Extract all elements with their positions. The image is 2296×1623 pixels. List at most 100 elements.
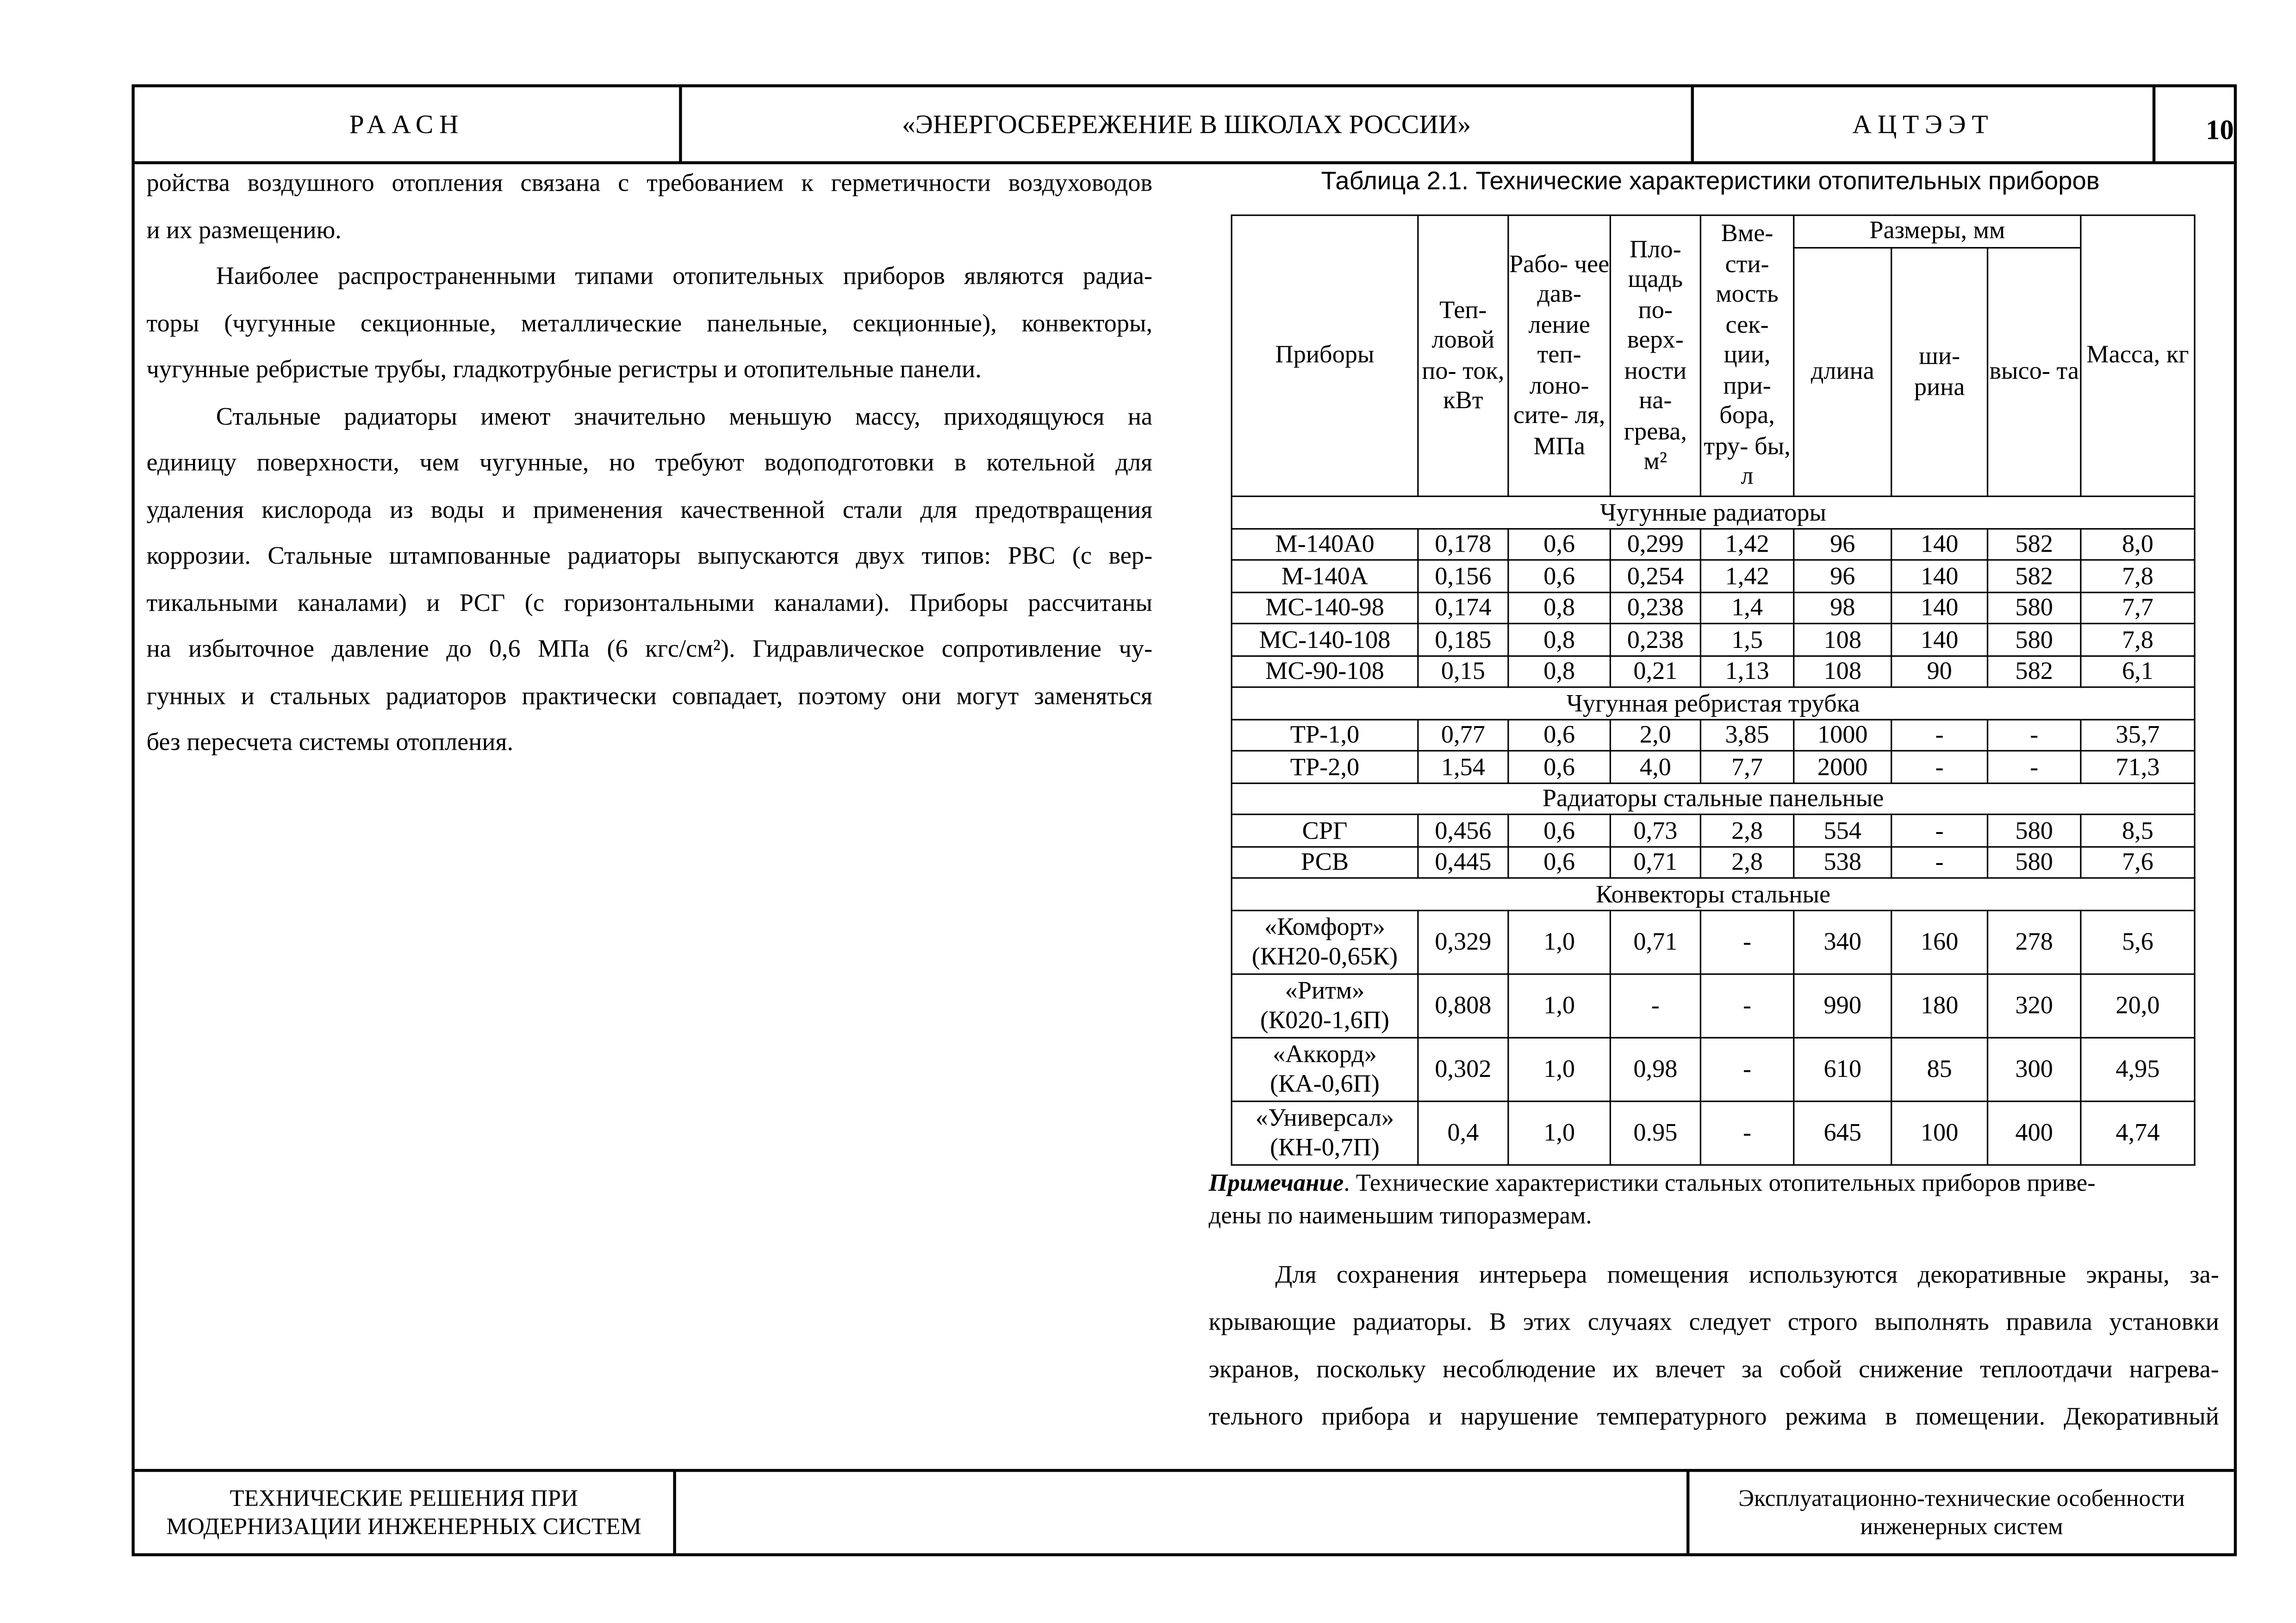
value-cell: 1,0 bbox=[1507, 972, 1611, 1038]
value-cell: 554 bbox=[1793, 814, 1892, 847]
col-header-pressure: Рабо- чее дав- ление теп- лоно- сите- ля… bbox=[1507, 214, 1611, 497]
value-cell: - bbox=[1891, 718, 1989, 752]
device-name-cell: ТР-1,0 bbox=[1231, 718, 1419, 752]
note-line-2: дены по наименьшим типоразмерам. bbox=[1208, 1201, 1592, 1230]
value-cell: - bbox=[1699, 1036, 1795, 1101]
value-cell: 96 bbox=[1793, 559, 1892, 593]
value-cell: 0.95 bbox=[1609, 1100, 1701, 1165]
value-cell: 278 bbox=[1986, 909, 2082, 974]
value-cell: 0,456 bbox=[1417, 814, 1509, 847]
value-cell: 320 bbox=[1986, 972, 2082, 1038]
text-line: экранов, поскольку несоблюдение их влече… bbox=[1208, 1355, 2219, 1383]
text-line: без пересчета системы отопления. bbox=[146, 728, 514, 756]
value-cell: 140 bbox=[1891, 527, 1989, 561]
table-row: МС-140-98 0,174 0,8 0,238 1,4 98 140 580 7,7 bbox=[1231, 591, 2196, 624]
value-cell: 610 bbox=[1793, 1036, 1892, 1101]
table-row: МС-90-108 0,15 0,8 0,21 1,13 108 90 582 6,1 bbox=[1231, 654, 2196, 688]
value-cell: 580 bbox=[1986, 814, 2082, 847]
table-title: Таблица 2.1. Технические характеристики … bbox=[1321, 167, 2100, 195]
value-cell: 2,8 bbox=[1699, 845, 1795, 879]
device-name-cell: МС-90-108 bbox=[1231, 654, 1419, 688]
value-cell: 0,238 bbox=[1609, 591, 1701, 624]
value-cell: 1,13 bbox=[1699, 654, 1795, 688]
value-cell: - bbox=[1986, 718, 2082, 752]
table-note: Примечание. Технические характеристики с… bbox=[1209, 1169, 2096, 1198]
value-cell: 5,6 bbox=[2080, 909, 2196, 974]
value-cell: 90 bbox=[1891, 654, 1989, 688]
value-cell: 180 bbox=[1891, 972, 1989, 1038]
section-title: Чугунная ребристая трубка bbox=[1231, 686, 2196, 720]
value-cell: - bbox=[1891, 814, 1989, 847]
col-header-volume: Вме- сти- мость сек- ции, при- бора, тру… bbox=[1699, 214, 1795, 497]
value-cell: 7,7 bbox=[2080, 591, 2196, 624]
value-cell: 1,0 bbox=[1507, 909, 1611, 974]
section-row: Конвекторы стальные bbox=[1231, 877, 2196, 911]
table-row: «Универсал» (КН-0,7П) 0,4 1,0 0.95-645 100 40… bbox=[1231, 1100, 2196, 1165]
table-row: М-140А 0,156 0,6 0,254 1,42 96 140 582 7,8 bbox=[1231, 559, 2196, 593]
text-line: ройства воздушного отопления связана с т… bbox=[146, 168, 1153, 197]
value-cell: 0,156 bbox=[1417, 559, 1509, 593]
text-line: единицу поверхности, чем чугунные, но тр… bbox=[146, 448, 1153, 477]
note-text: . Технические характеристики стальных от… bbox=[1344, 1169, 2096, 1197]
value-cell: 0,6 bbox=[1507, 559, 1611, 593]
text-line: гунных и стальных радиаторов практически… bbox=[146, 681, 1153, 709]
device-name-cell: РСВ bbox=[1231, 845, 1419, 879]
value-cell: 0,8 bbox=[1507, 591, 1611, 624]
value-cell: 0,73 bbox=[1609, 814, 1701, 847]
text-line: Наиболее распространенными типами отопит… bbox=[216, 261, 1153, 290]
value-cell: 0,8 bbox=[1507, 654, 1611, 688]
device-name-cell: «Аккорд» (КА-0,6П) bbox=[1231, 1036, 1419, 1101]
device-name-cell: МС-140-108 bbox=[1231, 622, 1419, 656]
value-cell: 0,238 bbox=[1609, 622, 1701, 656]
value-cell: 4,74 bbox=[2080, 1100, 2196, 1165]
device-name-cell: М-140А0 bbox=[1231, 527, 1419, 561]
value-cell: 0,6 bbox=[1507, 718, 1611, 752]
text-line: крывающие радиаторы. В этих случаях след… bbox=[1208, 1307, 2219, 1336]
text-line: коррозии. Стальные штампованные радиатор… bbox=[146, 541, 1153, 570]
table-row: «Комфорт» (КН20-0,65К) 0,329 1,0 0,71-340 16… bbox=[1231, 909, 2196, 974]
value-cell: 0,77 bbox=[1417, 718, 1509, 752]
value-cell: 0,299 bbox=[1609, 527, 1701, 561]
value-cell: 4,95 bbox=[2080, 1036, 2196, 1101]
table-row: ТР-2,0 1,54 0,6 4,0 7,7 2000- -71,3 bbox=[1231, 750, 2196, 784]
value-cell: 538 bbox=[1793, 845, 1892, 879]
value-cell: 140 bbox=[1891, 622, 1989, 656]
value-cell: 7,7 bbox=[1699, 750, 1795, 784]
col-header-length: длина bbox=[1793, 247, 1892, 497]
device-name-cell: ТР-2,0 bbox=[1231, 750, 1419, 784]
col-header-heat: Теп- ловой по- ток, кВт bbox=[1417, 214, 1509, 497]
value-cell: 8,0 bbox=[2080, 527, 2196, 561]
text-line: и их размещению. bbox=[146, 215, 342, 243]
value-cell: 582 bbox=[1986, 527, 2082, 561]
value-cell: 0,71 bbox=[1609, 845, 1701, 879]
value-cell: 100 bbox=[1891, 1100, 1989, 1165]
table-row: «Аккорд» (КА-0,6П) 0,302 1,0 0,98-610 85 300 4… bbox=[1231, 1036, 2196, 1101]
col-header-mass: Масса, кг bbox=[2080, 214, 2196, 497]
value-cell: 0,6 bbox=[1507, 750, 1611, 784]
value-cell: 0,71 bbox=[1609, 909, 1701, 974]
value-cell: 1,0 bbox=[1507, 1100, 1611, 1165]
value-cell: 7,8 bbox=[2080, 559, 2196, 593]
value-cell: 1,42 bbox=[1699, 559, 1795, 593]
value-cell: 0,329 bbox=[1417, 909, 1509, 974]
value-cell: 0,808 bbox=[1417, 972, 1509, 1038]
value-cell: - bbox=[1891, 750, 1989, 784]
value-cell: 140 bbox=[1891, 559, 1989, 593]
header-center: АЦТЭЭТ bbox=[1694, 87, 2156, 162]
value-cell: 2000 bbox=[1793, 750, 1892, 784]
value-cell: 340 bbox=[1793, 909, 1892, 974]
value-cell: 6,1 bbox=[2080, 654, 2196, 688]
footer-right: Эксплуатационно-технические особенности … bbox=[1738, 1486, 2185, 1539]
value-cell: 71,3 bbox=[2080, 750, 2196, 784]
value-cell: 35,7 bbox=[2080, 718, 2196, 752]
device-name-cell: «Универсал» (КН-0,7П) bbox=[1231, 1100, 1419, 1165]
value-cell: 0,15 bbox=[1417, 654, 1509, 688]
value-cell: 7,6 bbox=[2080, 845, 2196, 879]
section-title: Радиаторы стальные панельные bbox=[1231, 782, 2196, 815]
value-cell: 108 bbox=[1793, 622, 1892, 656]
col-header-dims: Размеры, мм bbox=[1793, 214, 2082, 249]
text-line: тикальными каналами) и РСГ (с горизонтал… bbox=[146, 588, 1153, 616]
value-cell: 0,21 bbox=[1609, 654, 1701, 688]
value-cell: 1,5 bbox=[1699, 622, 1795, 656]
